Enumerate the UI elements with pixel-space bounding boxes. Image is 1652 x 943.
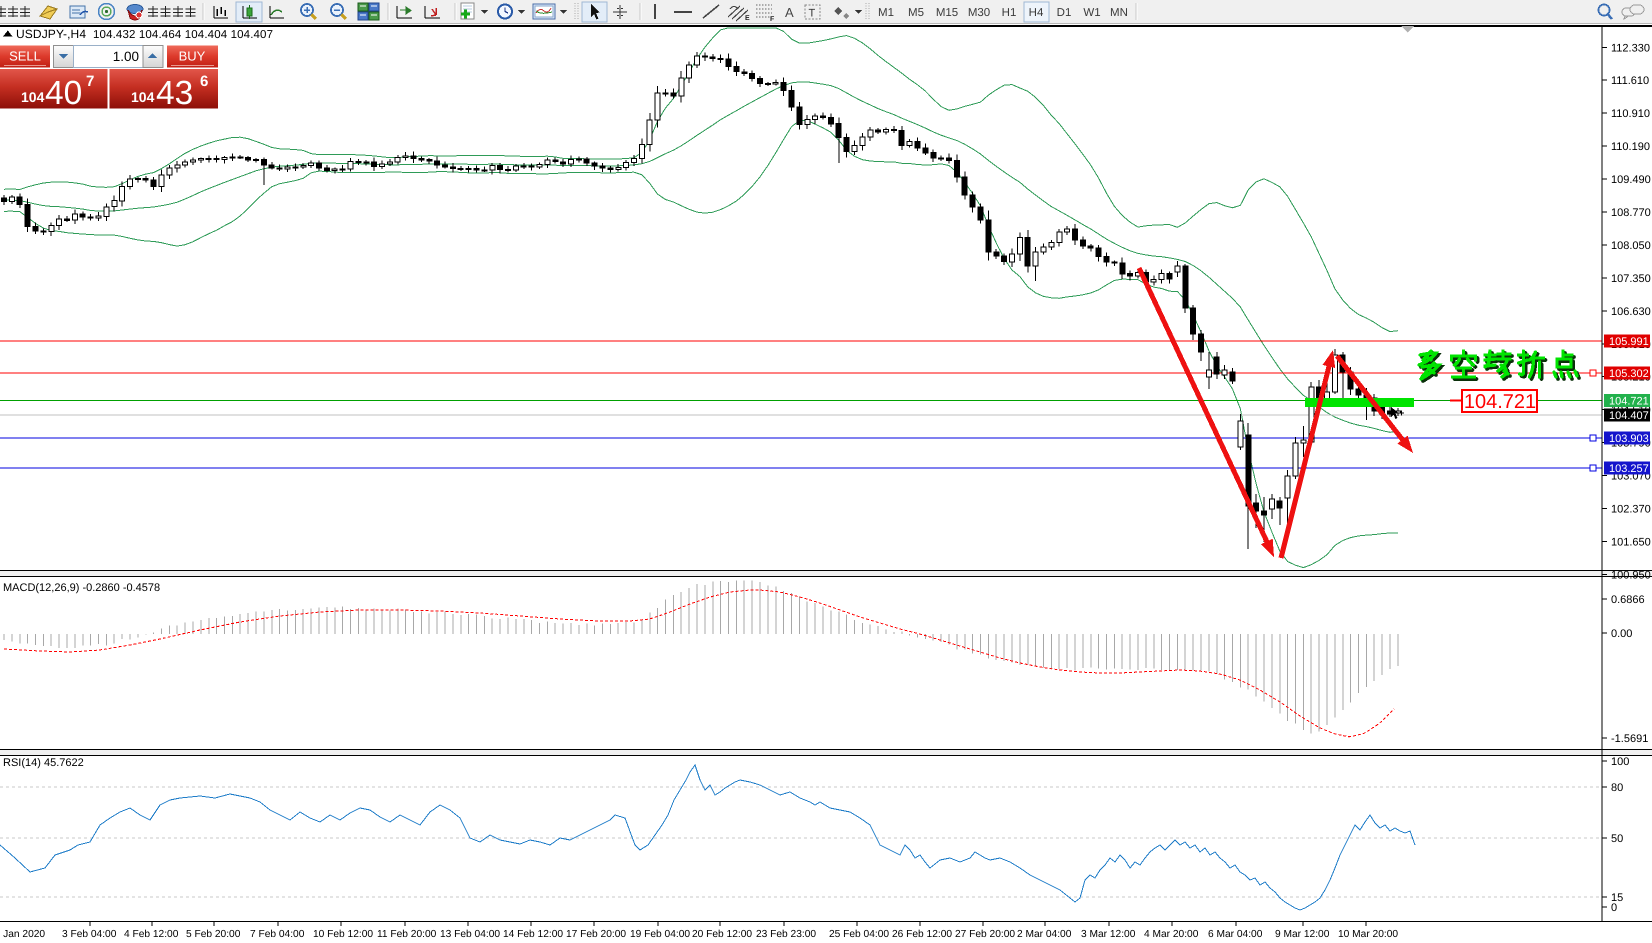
svg-text:5 Feb 20:00: 5 Feb 20:00 [186, 929, 241, 940]
svg-text:15: 15 [1611, 892, 1623, 904]
svg-text:26 Feb 12:00: 26 Feb 12:00 [892, 929, 952, 940]
svg-text:25 Feb 04:00: 25 Feb 04:00 [829, 929, 889, 940]
svg-text:10 Feb 12:00: 10 Feb 12:00 [313, 929, 373, 940]
svg-text:1.00: 1.00 [113, 49, 139, 64]
svg-text:F: F [770, 16, 775, 23]
svg-text:H1: H1 [1002, 7, 1017, 19]
svg-text:BUY: BUY [179, 49, 206, 64]
svg-text:7: 7 [86, 73, 94, 90]
svg-text:9 Mar 12:00: 9 Mar 12:00 [1275, 929, 1330, 940]
svg-text:M5: M5 [908, 7, 924, 19]
svg-text:E: E [745, 15, 750, 22]
svg-text:23 Feb 23:00: 23 Feb 23:00 [756, 929, 816, 940]
svg-text:SELL: SELL [9, 49, 41, 64]
svg-text:0.6866: 0.6866 [1611, 594, 1645, 606]
svg-text:104.432 104.464 104.404 104.40: 104.432 104.464 104.404 104.407 [93, 29, 273, 41]
svg-text:M15: M15 [936, 7, 958, 19]
svg-text:103.257: 103.257 [1609, 463, 1649, 475]
svg-text:40: 40 [45, 75, 82, 112]
svg-text:13 Feb 04:00: 13 Feb 04:00 [440, 929, 500, 940]
svg-text:30 Jan 2020: 30 Jan 2020 [0, 929, 45, 940]
svg-text:6: 6 [200, 73, 208, 90]
svg-text:3 Mar 12:00: 3 Mar 12:00 [1081, 929, 1136, 940]
svg-text:MACD(12,26,9) -0.2860 -0.4578: MACD(12,26,9) -0.2860 -0.4578 [3, 582, 160, 594]
svg-text:14 Feb 12:00: 14 Feb 12:00 [503, 929, 563, 940]
svg-text:7 Feb 04:00: 7 Feb 04:00 [250, 929, 305, 940]
svg-text:4 Mar 20:00: 4 Mar 20:00 [1144, 929, 1199, 940]
svg-text:110.190: 110.190 [1611, 141, 1650, 153]
svg-text:T: T [809, 8, 816, 20]
svg-text:RSI(14) 45.7622: RSI(14) 45.7622 [3, 757, 84, 769]
svg-text:M30: M30 [968, 7, 990, 19]
svg-text:104: 104 [21, 89, 45, 105]
svg-text:104.721: 104.721 [1464, 391, 1536, 413]
svg-text:20 Feb 12:00: 20 Feb 12:00 [692, 929, 752, 940]
svg-text:27 Feb 20:00: 27 Feb 20:00 [955, 929, 1015, 940]
svg-text:104: 104 [131, 89, 155, 105]
svg-text:106.630: 106.630 [1611, 306, 1651, 318]
svg-text:D1: D1 [1057, 7, 1072, 19]
svg-text:100: 100 [1611, 756, 1629, 768]
svg-text:111.610: 111.610 [1611, 75, 1649, 87]
svg-text:H4: H4 [1029, 7, 1044, 19]
svg-text:17 Feb 20:00: 17 Feb 20:00 [566, 929, 626, 940]
svg-text:108.050: 108.050 [1611, 240, 1651, 252]
svg-text:109.490: 109.490 [1611, 174, 1651, 186]
svg-text:4 Feb 12:00: 4 Feb 12:00 [124, 929, 179, 940]
svg-text:105.302: 105.302 [1609, 368, 1649, 380]
svg-text:0: 0 [1611, 902, 1617, 914]
svg-text:108.770: 108.770 [1611, 207, 1651, 219]
svg-text:104.721: 104.721 [1609, 396, 1649, 408]
svg-text:W1: W1 [1083, 7, 1100, 19]
svg-text:3 Feb 04:00: 3 Feb 04:00 [62, 929, 117, 940]
svg-text:6 Mar 04:00: 6 Mar 04:00 [1208, 929, 1263, 940]
svg-text:101.650: 101.650 [1611, 536, 1651, 548]
svg-text:103.903: 103.903 [1609, 433, 1649, 445]
svg-text:2 Mar 04:00: 2 Mar 04:00 [1017, 929, 1072, 940]
svg-text:80: 80 [1611, 782, 1623, 794]
svg-text:112.330: 112.330 [1611, 42, 1650, 54]
svg-text:M1: M1 [878, 7, 894, 19]
svg-text:A: A [785, 5, 794, 20]
svg-text:MN: MN [1110, 7, 1128, 19]
svg-text:-1.5691: -1.5691 [1611, 733, 1648, 745]
svg-text:107.350: 107.350 [1611, 273, 1651, 285]
svg-text:100.950: 100.950 [1611, 569, 1651, 581]
svg-text:104.407: 104.407 [1609, 410, 1649, 422]
svg-text:102.370: 102.370 [1611, 504, 1651, 516]
svg-text:0.00: 0.00 [1611, 628, 1632, 640]
svg-text:10 Mar 20:00: 10 Mar 20:00 [1338, 929, 1398, 940]
svg-text:USDJPY-,H4: USDJPY-,H4 [16, 27, 86, 41]
svg-text:105.991: 105.991 [1609, 336, 1649, 348]
svg-text:110.910: 110.910 [1611, 108, 1650, 120]
svg-text:50: 50 [1611, 833, 1623, 845]
svg-text:43: 43 [156, 75, 193, 112]
svg-text:19 Feb 04:00: 19 Feb 04:00 [630, 929, 690, 940]
svg-text:11 Feb 20:00: 11 Feb 20:00 [377, 929, 437, 940]
